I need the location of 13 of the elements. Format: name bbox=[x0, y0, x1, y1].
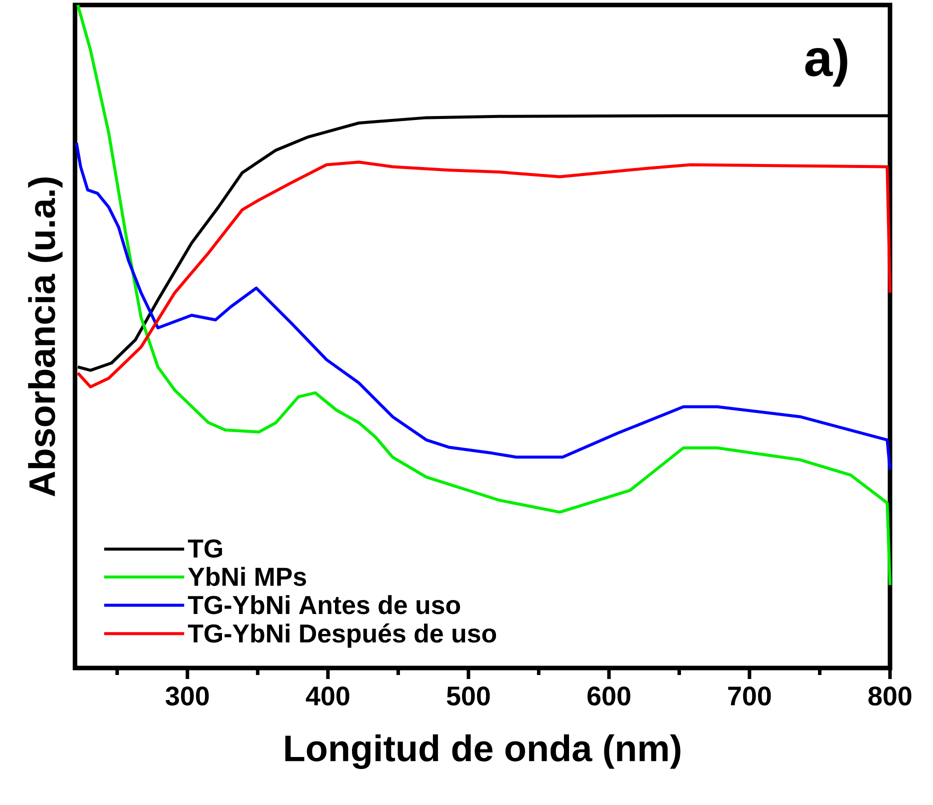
x-tick-label: 700 bbox=[728, 686, 771, 706]
x-tick-label: 600 bbox=[588, 686, 630, 706]
x-tick-label: 800 bbox=[868, 686, 912, 706]
annotation: a) bbox=[805, 38, 848, 87]
legend-label: YbNi MPs bbox=[188, 566, 306, 586]
x-tick-label: 400 bbox=[306, 686, 350, 706]
x-tick-label: 500 bbox=[446, 686, 490, 706]
legend-label: TG-YbNi Después de uso bbox=[188, 623, 496, 648]
x-tick-label: 300 bbox=[166, 686, 209, 706]
x-axis-title: Longitud de onda (nm) bbox=[285, 734, 680, 769]
legend-label: TG bbox=[188, 539, 222, 558]
legend-label: TG-YbNi Antes de uso bbox=[188, 595, 460, 614]
y-axis-title: Absorbancia (u.a.) bbox=[28, 178, 62, 496]
